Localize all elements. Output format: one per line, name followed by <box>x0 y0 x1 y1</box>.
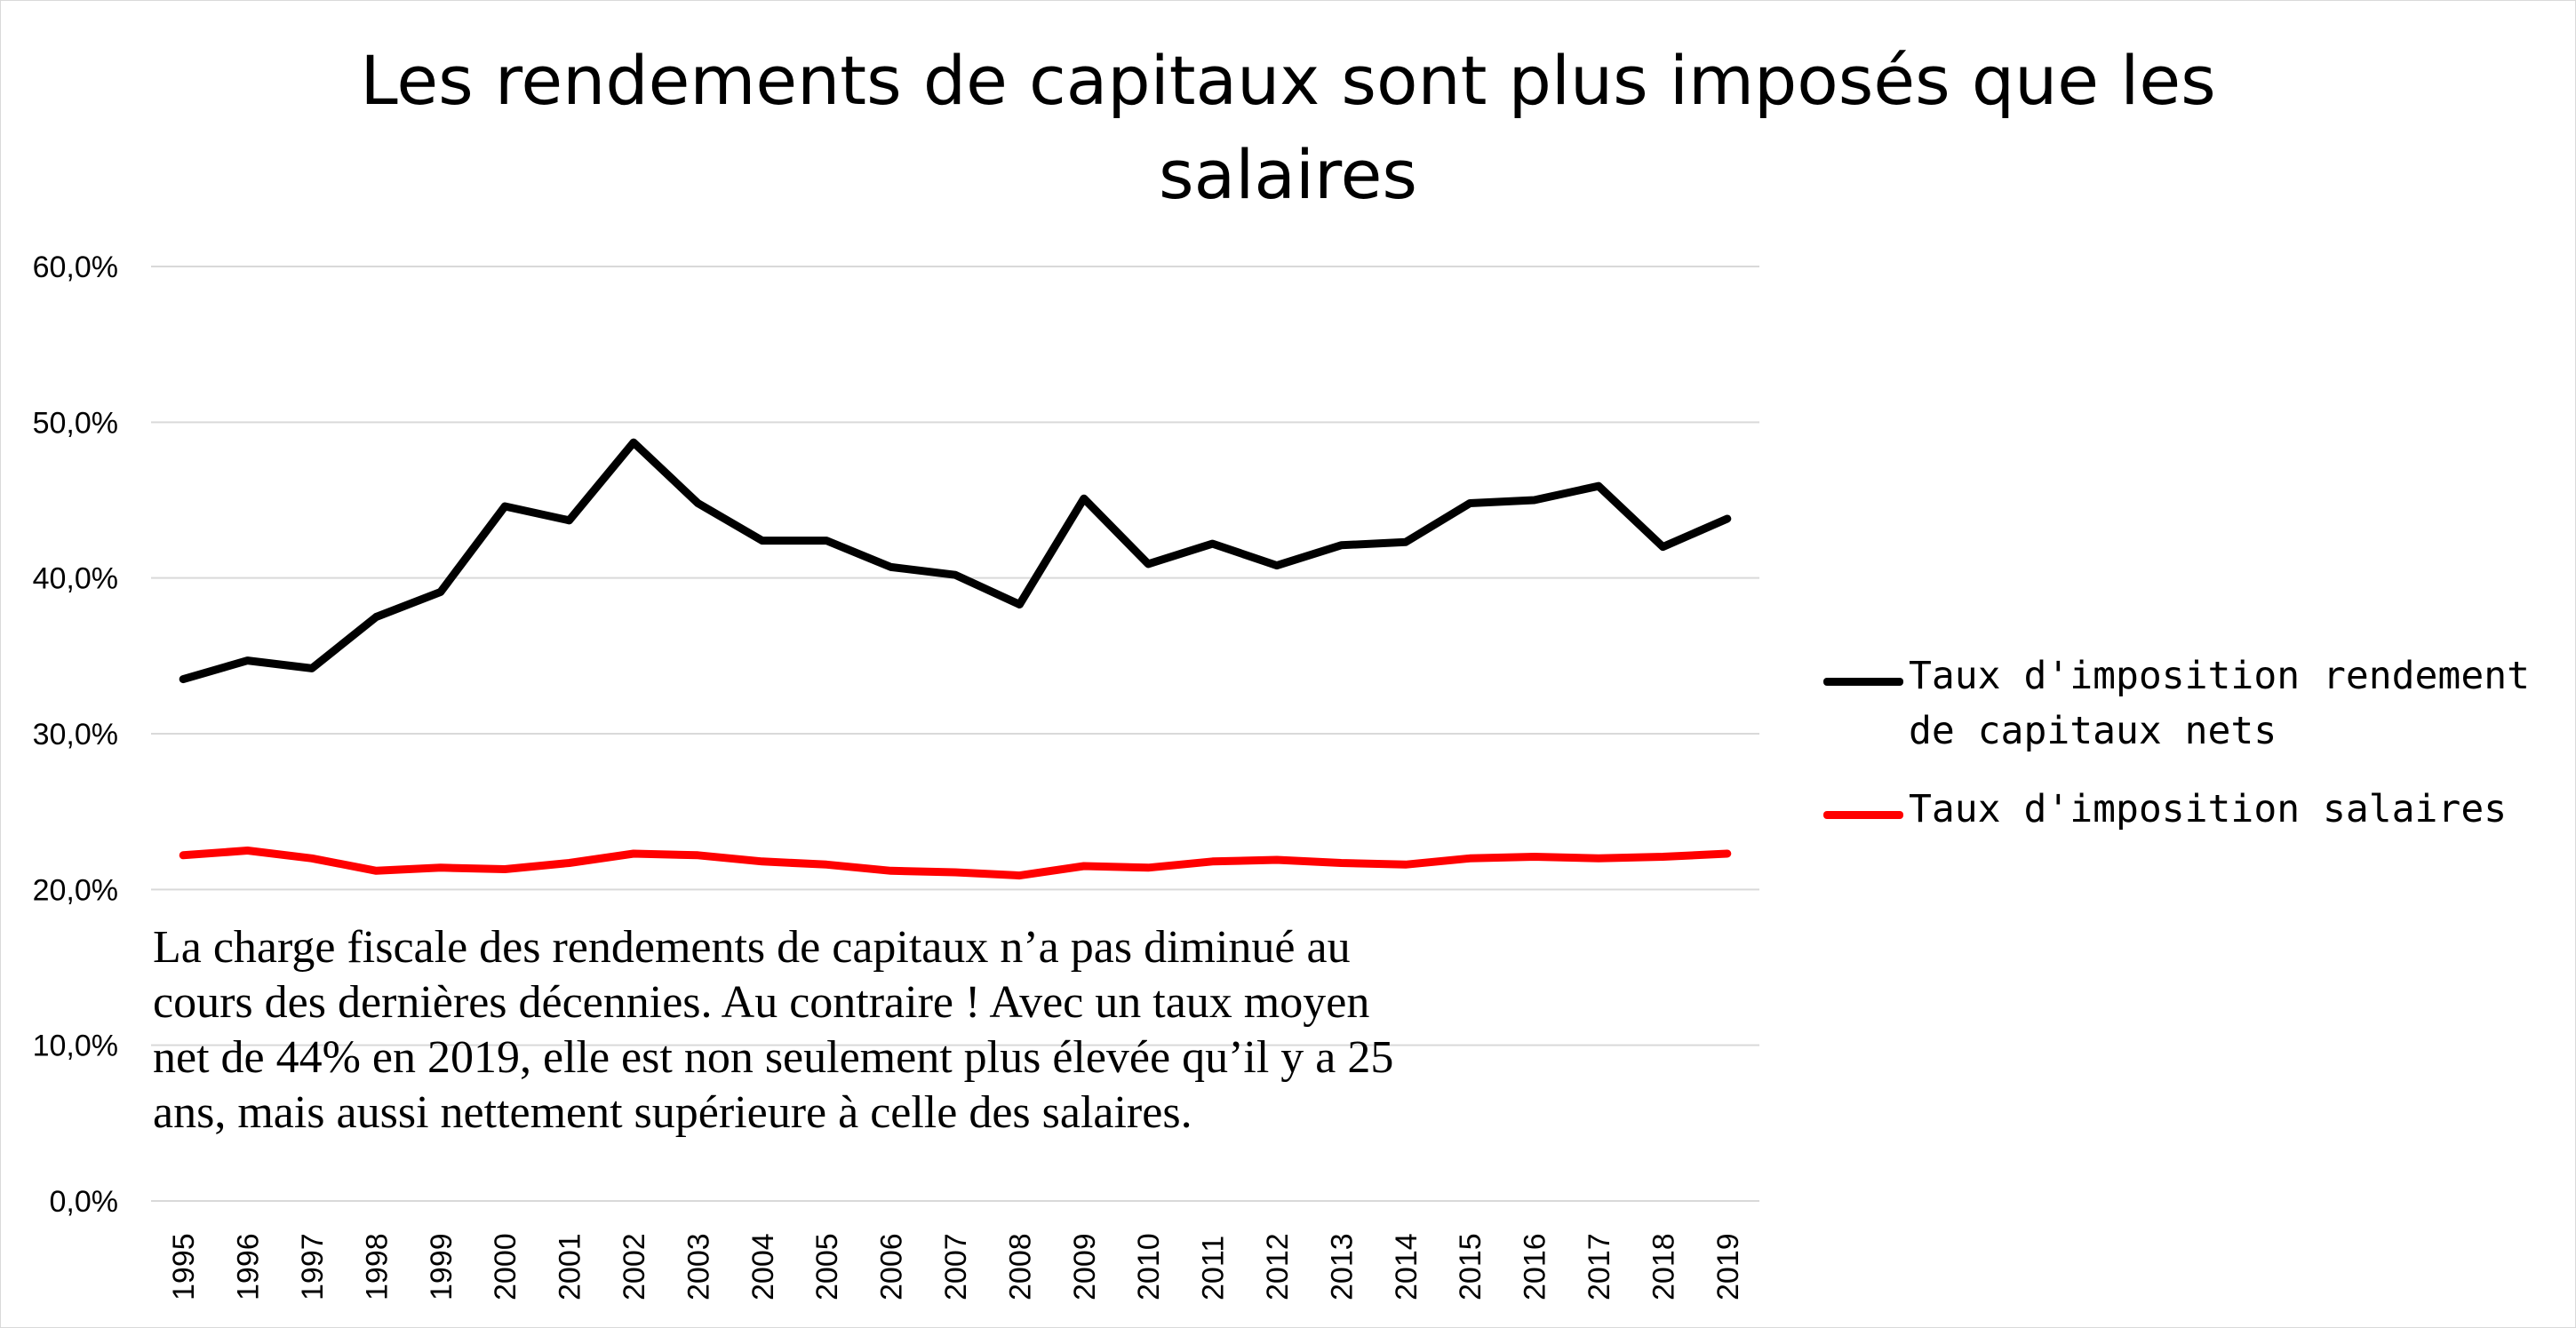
y-tick-label: 20,0% <box>33 873 118 907</box>
x-tick-label: 2017 <box>1583 1233 1616 1300</box>
y-tick-label: 30,0% <box>33 718 118 751</box>
legend-item-salaires: Taux d'imposition salaires <box>1820 782 2566 837</box>
annotation-text: La charge fiscale des rendements de capi… <box>153 922 1394 1138</box>
legend-item-capital: Taux d'imposition rendement de capitaux … <box>1820 648 2566 759</box>
series-line-capital <box>179 438 1732 684</box>
x-tick-label: 2015 <box>1454 1233 1487 1300</box>
x-tick-label: 2019 <box>1711 1233 1745 1300</box>
y-tick-label: 40,0% <box>33 562 118 596</box>
legend-label-salaires: Taux d'imposition salaires <box>1909 787 2508 831</box>
x-tick-label: 2002 <box>618 1233 651 1300</box>
legend-swatch-capital <box>1823 678 1903 686</box>
x-tick-label: 2005 <box>810 1233 844 1300</box>
legend: Taux d'imposition rendement de capitaux … <box>1820 648 2566 860</box>
x-tick-label: 2018 <box>1647 1233 1680 1300</box>
x-tick-label: 2009 <box>1068 1233 1102 1300</box>
y-tick-label: 0,0% <box>50 1185 119 1219</box>
series-line-salaires <box>179 847 1732 880</box>
legend-label-capital: Taux d'imposition rendement de capitaux … <box>1909 654 2530 753</box>
x-tick-label: 2010 <box>1132 1233 1166 1300</box>
x-tick-label: 2012 <box>1261 1233 1295 1300</box>
y-axis-ticks: 0,0% 10,0% 20,0% 30,0% 40,0% 50,0% 60,0% <box>33 250 118 1219</box>
x-tick-label: 2001 <box>554 1233 587 1300</box>
x-tick-label: 2007 <box>939 1233 973 1300</box>
x-tick-label: 2006 <box>875 1233 909 1300</box>
x-tick-label: 2000 <box>489 1233 522 1300</box>
y-tick-label: 50,0% <box>33 406 118 440</box>
x-tick-label: 1998 <box>360 1233 394 1300</box>
x-tick-label: 1999 <box>425 1233 459 1300</box>
x-tick-label: 2008 <box>1003 1233 1037 1300</box>
x-tick-label: 2013 <box>1325 1233 1359 1300</box>
y-tick-label: 60,0% <box>33 250 118 284</box>
x-tick-label: 1996 <box>232 1233 266 1300</box>
x-tick-label: 2011 <box>1197 1236 1231 1300</box>
x-tick-label: 2003 <box>682 1233 715 1300</box>
y-tick-label: 10,0% <box>33 1030 118 1063</box>
x-tick-label: 1997 <box>296 1233 330 1300</box>
x-tick-label: 2004 <box>746 1233 780 1300</box>
chart-title-text: Les rendements de capitaux sont plus imp… <box>360 41 2216 214</box>
chart-title: Les rendements de capitaux sont plus imp… <box>0 34 2576 222</box>
series-lines <box>179 438 1732 880</box>
x-tick-label: 2016 <box>1519 1233 1552 1300</box>
legend-swatch-salaires <box>1823 811 1903 819</box>
x-tick-label: 1995 <box>167 1233 201 1300</box>
x-axis-ticks: 1995 1996 1997 1998 1999 2000 2001 2002 2003 2004… <box>167 1233 1745 1300</box>
x-tick-label: 2014 <box>1390 1233 1424 1300</box>
